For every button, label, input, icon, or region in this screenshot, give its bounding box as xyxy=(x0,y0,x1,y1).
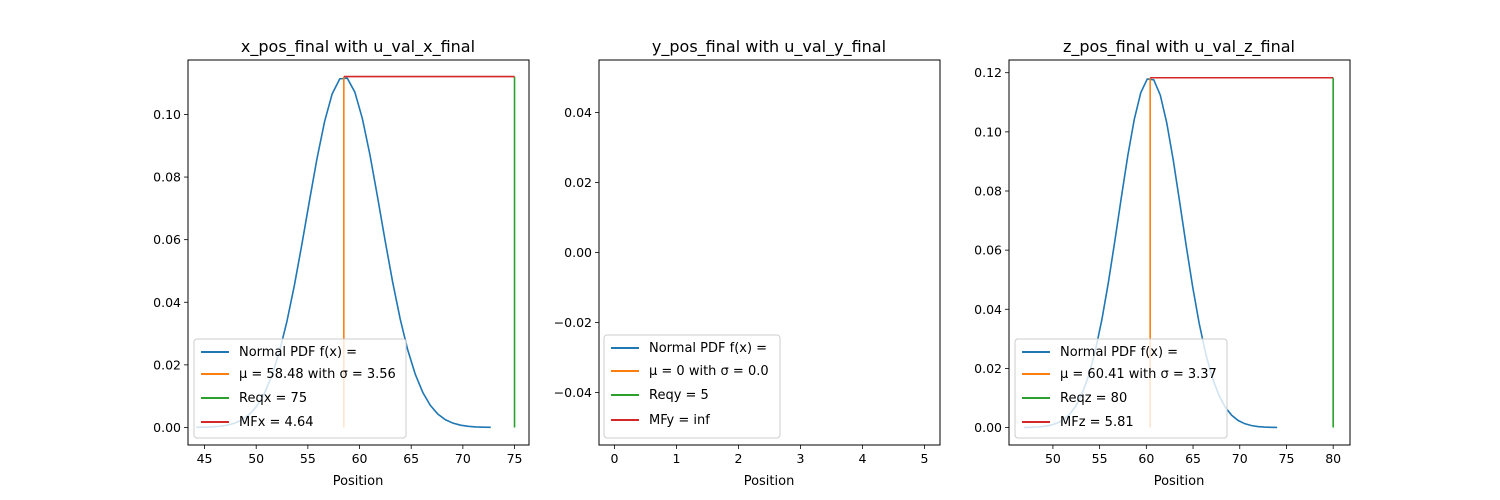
xtick-label: 65 xyxy=(403,451,419,466)
ytick-label: 0.06 xyxy=(153,232,181,247)
ytick-label: 0.12 xyxy=(974,65,1002,80)
xtick-label: 45 xyxy=(197,451,213,466)
legend-pdf-label: Normal PDF f(x) = xyxy=(239,345,357,360)
ytick-label: 0.02 xyxy=(564,175,592,190)
subplot-z-legend: Normal PDF f(x) = μ = 60.41 with σ = 3.3… xyxy=(1014,338,1228,439)
legend-req-label: Reqz = 80 xyxy=(1060,391,1127,406)
legend-mu-label: μ = 58.48 with σ = 3.56 xyxy=(239,367,396,382)
subplot-y-xlabel: Position xyxy=(744,474,795,489)
xtick-label: 75 xyxy=(507,451,523,466)
xtick-label: 60 xyxy=(352,451,368,466)
subplot-y: y_pos_final with u_val_y_final 0 1 2 3 4 5 −0… xyxy=(554,37,941,489)
xtick-label: 55 xyxy=(1092,451,1108,466)
ytick-label: 0.10 xyxy=(153,107,181,122)
subplot-z-yticks: 0.00 0.02 0.04 0.06 0.08 0.10 0.12 xyxy=(974,65,1009,435)
subplot-z-frame xyxy=(1008,59,1351,446)
xtick-label: 50 xyxy=(248,451,264,466)
subplot-x-title: x_pos_final with u_val_x_final xyxy=(241,37,475,57)
legend-req-label: Reqy = 5 xyxy=(649,388,709,403)
ytick-label: 0.06 xyxy=(974,243,1002,258)
subplot-y-legend: Normal PDF f(x) = μ = 0 with σ = 0.0 Req… xyxy=(603,334,781,439)
xtick-label: 65 xyxy=(1185,451,1201,466)
subplot-x-yticks: 0.00 0.02 0.04 0.06 0.08 0.10 xyxy=(153,107,188,435)
ytick-label: 0.04 xyxy=(974,302,1002,317)
legend-req-label: Reqx = 75 xyxy=(239,391,307,406)
xtick-label: 75 xyxy=(1279,451,1295,466)
xtick-label: 3 xyxy=(797,451,805,466)
subplot-y-title: y_pos_final with u_val_y_final xyxy=(652,37,886,57)
legend-mf-label: MFz = 5.81 xyxy=(1060,415,1134,430)
legend-box xyxy=(193,338,407,439)
subplot-z-xlabel: Position xyxy=(1154,474,1205,489)
ytick-label: 0.00 xyxy=(153,420,181,435)
legend-mu-label: μ = 0 with σ = 0.0 xyxy=(649,364,769,379)
subplot-x-frame xyxy=(187,59,530,446)
legend-pdf-label: Normal PDF f(x) = xyxy=(649,341,767,356)
legend-box xyxy=(603,334,781,439)
xtick-label: 2 xyxy=(735,451,743,466)
xtick-label: 70 xyxy=(1232,451,1248,466)
legend-mf-label: MFy = inf xyxy=(649,413,710,428)
xtick-label: 55 xyxy=(300,451,316,466)
xtick-label: 50 xyxy=(1045,451,1061,466)
legend-mf-label: MFx = 4.64 xyxy=(239,415,314,430)
xtick-label: 5 xyxy=(921,451,929,466)
legend-pdf-label: Normal PDF f(x) = xyxy=(1060,345,1178,360)
xtick-label: 70 xyxy=(455,451,471,466)
ytick-label: 0.04 xyxy=(153,295,181,310)
ytick-label: 0.10 xyxy=(974,124,1002,139)
ytick-label: 0.02 xyxy=(974,361,1002,376)
ytick-label: 0.08 xyxy=(974,183,1002,198)
subplot-x: x_pos_final with u_val_x_final 45 50 55 60 6… xyxy=(153,37,530,489)
subplot-x-legend: Normal PDF f(x) = μ = 58.48 with σ = 3.5… xyxy=(193,338,407,439)
ytick-label: 0.00 xyxy=(564,245,592,260)
ytick-label: 0.02 xyxy=(153,357,181,372)
xtick-label: 80 xyxy=(1325,451,1341,466)
subplot-x-xticks: 45 50 55 60 65 70 75 xyxy=(197,445,523,466)
xtick-label: 60 xyxy=(1138,451,1154,466)
subplot-z: z_pos_final with u_val_z_final 50 55 60 65 7… xyxy=(974,37,1351,489)
subplot-y-yticks: −0.04 −0.02 0.00 0.02 0.04 xyxy=(554,105,599,400)
subplot-z-xticks: 50 55 60 65 70 75 80 xyxy=(1045,445,1341,466)
xtick-label: 4 xyxy=(859,451,867,466)
ytick-label: −0.02 xyxy=(554,315,592,330)
ytick-label: 0.04 xyxy=(564,105,592,120)
ytick-label: −0.04 xyxy=(554,385,592,400)
xtick-label: 0 xyxy=(611,451,619,466)
ytick-label: 0.00 xyxy=(974,420,1002,435)
xtick-label: 1 xyxy=(673,451,681,466)
subplot-y-xticks: 0 1 2 3 4 5 xyxy=(611,445,929,466)
subplot-x-xlabel: Position xyxy=(333,474,384,489)
ytick-label: 0.08 xyxy=(153,170,181,185)
legend-mu-label: μ = 60.41 with σ = 3.37 xyxy=(1060,367,1217,382)
subplot-z-title: z_pos_final with u_val_z_final xyxy=(1063,37,1295,57)
legend-box xyxy=(1014,338,1228,439)
